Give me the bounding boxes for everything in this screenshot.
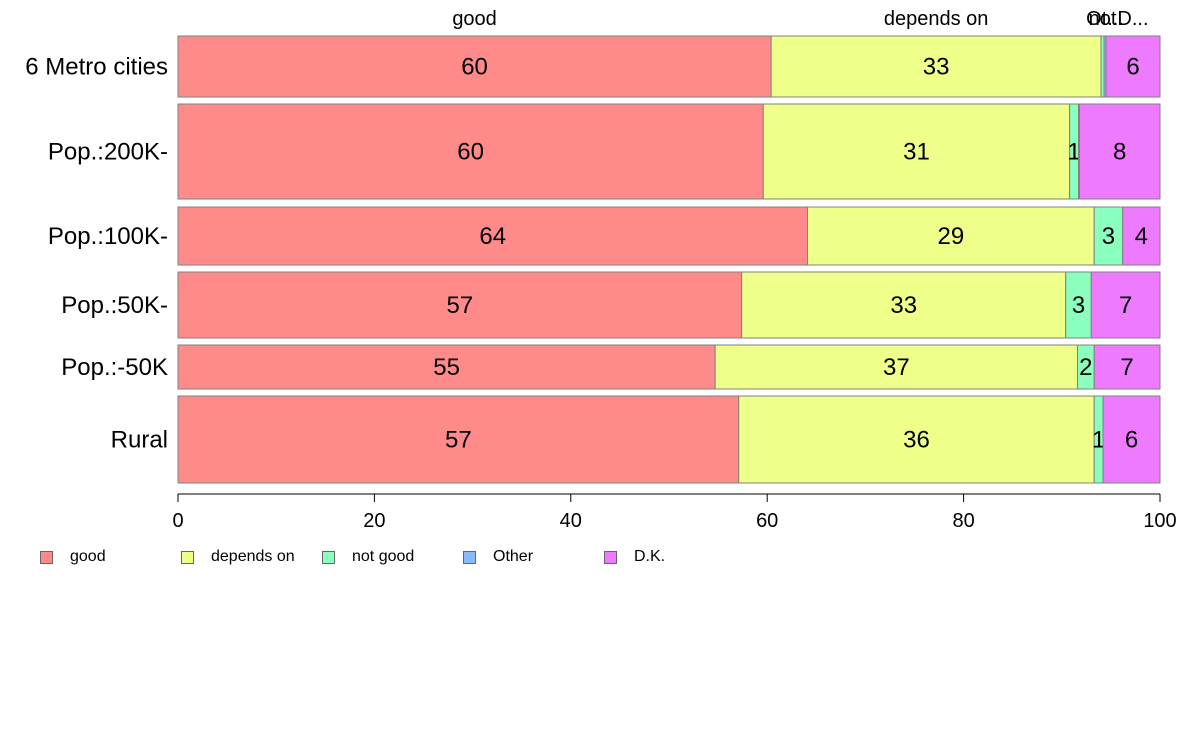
top-series-label: Ot... — [1086, 8, 1124, 30]
legend-item-dk: D.K. — [604, 548, 665, 566]
bar-segment-good — [177, 271, 743, 339]
data-label: 4 — [1135, 223, 1148, 250]
bar-segment-good — [177, 344, 716, 390]
bar-segment-good — [177, 206, 808, 266]
data-label: 57 — [446, 292, 473, 319]
x-tick-label: 0 — [172, 510, 183, 532]
legend-swatch-good — [40, 550, 53, 564]
legend-label-other: Other — [493, 548, 534, 565]
data-label: 31 — [903, 139, 930, 166]
x-tick-label: 80 — [952, 510, 974, 532]
data-label: 37 — [883, 354, 910, 381]
category-label: Pop.:-50K — [61, 354, 168, 381]
data-label: 64 — [479, 223, 506, 250]
data-label: 33 — [923, 54, 950, 81]
x-tick-label: 60 — [756, 510, 778, 532]
data-label: 3 — [1072, 292, 1085, 319]
bar-segment-depends-on — [806, 206, 1095, 266]
bar-segment-good — [177, 395, 740, 484]
legend-label-depends-on: depends on — [211, 548, 295, 565]
bar-segment-good — [177, 103, 764, 200]
data-label: 60 — [457, 139, 484, 166]
x-tick-label: 40 — [560, 510, 582, 532]
legend-label-not-good: not good — [352, 548, 415, 565]
data-label: 1 — [1067, 139, 1080, 166]
legend-item-good: good — [40, 548, 106, 566]
x-tick-label: 20 — [363, 510, 385, 532]
top-series-label: D... — [1117, 8, 1148, 30]
bar-segment-d-k — [1105, 35, 1161, 98]
bar-segment-depends-on — [738, 395, 1095, 484]
data-label: 33 — [890, 292, 917, 319]
legend-label-dk: D.K. — [634, 548, 666, 565]
bar-segment-d-k — [1090, 271, 1161, 339]
legend-item-depends-on: depends on — [181, 548, 295, 566]
legend-swatch-not-good — [322, 550, 335, 564]
top-series-label: good — [452, 8, 497, 30]
bar-segment-depends-on — [741, 271, 1067, 339]
top-series-label: depends on — [884, 8, 989, 30]
legend-swatch-depends-on — [181, 550, 194, 564]
data-label: 8 — [1113, 139, 1126, 166]
data-label: 29 — [937, 223, 964, 250]
bar-segment-d-k — [1093, 344, 1161, 390]
data-label: 57 — [445, 427, 472, 454]
data-label: 3 — [1102, 223, 1115, 250]
data-label: 6 — [1126, 54, 1139, 81]
legend-item-other: Other — [463, 548, 533, 566]
bar-segment-good — [177, 35, 772, 98]
bar-segment-depends-on — [714, 344, 1079, 390]
data-label: 1 — [1092, 427, 1105, 454]
category-label: Pop.:50K- — [61, 292, 168, 319]
data-label: 7 — [1119, 292, 1132, 319]
data-label: 60 — [461, 54, 488, 81]
top-series-label: not — [1089, 8, 1117, 30]
bar-segment-d-k — [1102, 395, 1161, 484]
category-label: Pop.:100K- — [48, 223, 168, 250]
bar-segment-d-k — [1078, 103, 1161, 200]
category-label: Pop.:200K- — [48, 139, 168, 166]
data-label: 36 — [903, 427, 930, 454]
legend-swatch-dk — [604, 550, 617, 564]
bar-segment-d-k — [1122, 206, 1161, 266]
data-label: 55 — [433, 354, 460, 381]
bar-segment-not-good — [1065, 271, 1092, 339]
data-label: 6 — [1125, 427, 1138, 454]
bar-segment-not-good — [1093, 206, 1124, 266]
x-tick-label: 100 — [1143, 510, 1176, 532]
category-label: 6 Metro cities — [25, 54, 168, 81]
legend-label-good: good — [70, 548, 106, 565]
data-label: 7 — [1120, 354, 1133, 381]
legend-swatch-other — [463, 550, 476, 564]
legend-item-not-good: not good — [322, 548, 414, 566]
category-label: Rural — [111, 427, 168, 454]
bar-segment-depends-on — [762, 103, 1071, 200]
data-label: 2 — [1079, 354, 1092, 381]
